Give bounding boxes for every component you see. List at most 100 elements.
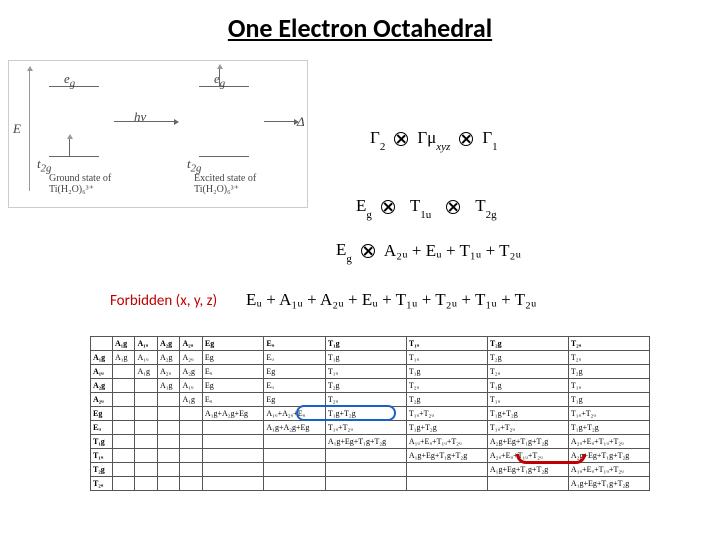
table-cell: T₁g — [325, 351, 406, 365]
ground-caption: Ground state ofTi(H₂O)₆³⁺ — [49, 173, 111, 195]
table-cell — [180, 449, 202, 463]
table-cell: A₁ᵤ — [180, 379, 202, 393]
table-cell — [112, 365, 134, 379]
t2g-label-right: t2g — [187, 156, 201, 175]
table-cell: A₂ᵤ — [157, 365, 179, 379]
table-cell — [202, 435, 263, 449]
table-cell: T₁ᵤ+T₂ᵤ — [487, 421, 568, 435]
direct-product-table: A₁gA₁ᵤA₂gA₂ᵤEgEᵤT₁gT₁ᵤT₂gT₂ᵤA₁gA₁gA₁ᵤA₂g… — [90, 336, 650, 491]
table-cell: T₁g+T₂g — [568, 421, 649, 435]
table-row: EgA₁g+A₂g+EgA₁ᵤ+A₂ᵤ+EᵤT₁g+T₂gT₁ᵤ+T₂ᵤT₁g+… — [91, 407, 650, 421]
table-cell: T₂g — [325, 379, 406, 393]
table-cell — [157, 421, 179, 435]
table-row: T₂ᵤA₁g+Eg+T₁g+T₂g — [91, 477, 650, 491]
table-cell: A₁g — [91, 351, 113, 365]
table-cell: T₂ᵤ — [325, 393, 406, 407]
table-cell — [112, 477, 134, 491]
table-cell: T₂g — [406, 393, 487, 407]
table-cell: A₂g — [180, 365, 202, 379]
table-header-cell: Eg — [202, 337, 263, 351]
table-cell — [157, 477, 179, 491]
table-cell — [264, 463, 325, 477]
table-row: A₂ᵤA₁gEᵤEgT₂ᵤT₂gT₁ᵤT₁g — [91, 393, 650, 407]
table-row: A₁ᵤA₁gA₂ᵤA₂gEᵤEgT₁ᵤT₁gT₂ᵤT₂g — [91, 365, 650, 379]
table-cell: A₁g+Eg+T₁g+T₂g — [406, 449, 487, 463]
table-cell — [157, 435, 179, 449]
table-header-cell: T₂g — [487, 337, 568, 351]
table-cell: A₁ᵤ+Eᵤ+T₁ᵤ+T₂ᵤ — [568, 463, 649, 477]
table-row: A₂gA₁gA₁ᵤEgEᵤT₂gT₂ᵤT₁gT₁ᵤ — [91, 379, 650, 393]
table-cell: A₂ᵤ — [91, 393, 113, 407]
table-cell — [112, 449, 134, 463]
table-cell — [135, 421, 157, 435]
table-cell: T₁g — [487, 379, 568, 393]
table-cell: A₁ᵤ — [135, 351, 157, 365]
table-header-cell: A₂g — [157, 337, 179, 351]
forbidden-label: Forbidden (x, y, z) — [110, 292, 217, 310]
table-row: T₁gA₁g+Eg+T₁g+T₂gA₁ᵤ+Eᵤ+T₁ᵤ+T₂ᵤA₂g+Eg+T₁… — [91, 435, 650, 449]
table-cell: T₁g+T₂g — [325, 407, 406, 421]
table-cell: T₁ᵤ — [406, 351, 487, 365]
table-cell: T₁ᵤ — [325, 365, 406, 379]
table-cell — [264, 435, 325, 449]
table-cell: T₂g — [91, 463, 113, 477]
table-cell: T₁g+T₂g — [406, 421, 487, 435]
table-cell — [325, 477, 406, 491]
table-cell — [112, 407, 134, 421]
table-cell: A₁g+A₂g+Eg — [264, 421, 325, 435]
table-cell — [325, 463, 406, 477]
energy-axis — [29, 71, 30, 191]
table-cell: A₁ᵤ+Eᵤ+T₁ᵤ+T₂ᵤ — [406, 435, 487, 449]
table-cell: Eg — [202, 379, 263, 393]
table-cell: A₁g+Eg+T₁g+T₂g — [325, 435, 406, 449]
table-header-cell — [91, 337, 113, 351]
table-cell: T₁g — [91, 435, 113, 449]
eg-label-left: eg — [64, 71, 75, 90]
table-cell — [180, 463, 202, 477]
table-cell — [264, 477, 325, 491]
tensor-icon — [446, 200, 460, 214]
table-cell — [157, 407, 179, 421]
table-cell: A₂g — [157, 351, 179, 365]
hv-label: hν — [134, 109, 146, 125]
level-t2g-left — [49, 156, 99, 157]
table-cell: A₂ᵤ+Eᵤ+T₁ᵤ+T₂ᵤ — [568, 435, 649, 449]
table-cell: A₁g+Eg+T₁g+T₂g — [568, 477, 649, 491]
tensor-icon — [459, 132, 473, 146]
table-cell — [135, 463, 157, 477]
table-row: T₂gA₁g+Eg+T₁g+T₂gA₁ᵤ+Eᵤ+T₁ᵤ+T₂ᵤ — [91, 463, 650, 477]
eq4-rhs: Eᵤ + A₁ᵤ + A₂ᵤ + Eᵤ + T₁ᵤ + T₂ᵤ + T₁ᵤ + … — [246, 290, 537, 310]
table-cell — [135, 449, 157, 463]
table-cell: T₁ᵤ+T₂ᵤ — [325, 421, 406, 435]
level-t2g-right — [199, 156, 249, 157]
t2g-label-left: t2g — [37, 156, 51, 175]
delta-label: Δ — [297, 114, 305, 130]
electron-ground — [69, 139, 70, 156]
table-cell — [112, 421, 134, 435]
table-cell: Eg — [264, 393, 325, 407]
table-cell — [135, 435, 157, 449]
table-cell: A₂g+Eg+T₁g+T₂g — [568, 449, 649, 463]
table-cell: Eg — [91, 407, 113, 421]
table-cell: T₁ᵤ — [487, 393, 568, 407]
table-cell: T₁g — [406, 365, 487, 379]
table-cell — [135, 379, 157, 393]
table-cell — [135, 393, 157, 407]
equation-forbidden-row: Eᵤ + A₁ᵤ + A₂ᵤ + Eᵤ + T₁ᵤ + T₂ᵤ + T₁ᵤ + … — [246, 290, 537, 310]
table-cell: A₂g — [91, 379, 113, 393]
table-cell: T₂ᵤ — [406, 379, 487, 393]
table-cell: T₁g — [568, 393, 649, 407]
table-cell: A₂ᵤ — [180, 351, 202, 365]
table-cell: T₁g+T₂g — [487, 407, 568, 421]
table-cell: A₁ᵤ+A₂ᵤ+Eᵤ — [264, 407, 325, 421]
table-cell — [202, 477, 263, 491]
delta-arrow — [264, 121, 294, 122]
table-cell — [202, 449, 263, 463]
table-cell: T₂g — [487, 351, 568, 365]
table-cell: Eg — [264, 365, 325, 379]
table-cell — [112, 393, 134, 407]
tensor-icon — [361, 244, 375, 258]
table-cell: T₂g — [568, 365, 649, 379]
equation-term-row: Eg T1u T2g — [356, 196, 497, 218]
eq3-rhs: A₂ᵤ + Eᵤ + T₁ᵤ + T₂ᵤ — [384, 241, 521, 261]
